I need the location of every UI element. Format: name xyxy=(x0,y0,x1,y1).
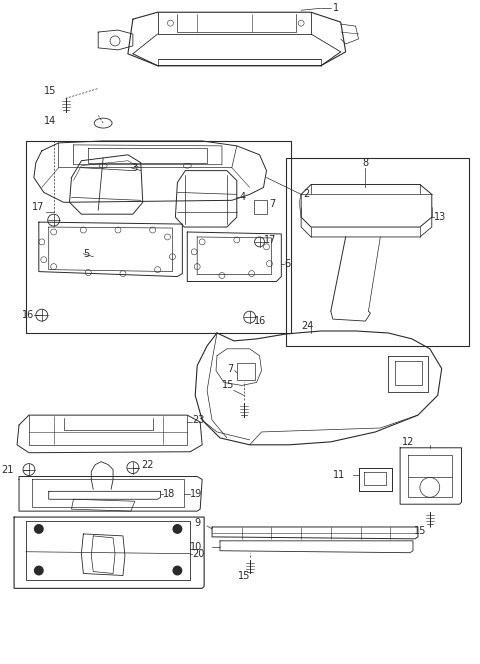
Text: 9: 9 xyxy=(194,518,200,528)
Text: 3: 3 xyxy=(131,163,137,173)
Text: 22: 22 xyxy=(141,459,153,469)
Text: 24: 24 xyxy=(301,321,313,331)
Text: 4: 4 xyxy=(240,193,246,203)
Text: 11: 11 xyxy=(334,469,346,479)
Bar xyxy=(253,201,267,214)
Text: 21: 21 xyxy=(2,465,14,475)
Text: 2: 2 xyxy=(303,189,309,199)
Text: 16: 16 xyxy=(22,310,34,320)
Text: 7: 7 xyxy=(227,364,233,374)
Text: 7: 7 xyxy=(269,199,276,209)
Text: 18: 18 xyxy=(163,489,175,499)
Text: 14: 14 xyxy=(44,116,56,126)
Text: 17: 17 xyxy=(32,203,44,212)
Text: 5: 5 xyxy=(84,249,90,259)
Text: 15: 15 xyxy=(222,380,234,390)
Text: 13: 13 xyxy=(434,212,446,222)
Text: 15: 15 xyxy=(44,86,56,96)
Text: 20: 20 xyxy=(192,548,204,558)
Text: 19: 19 xyxy=(190,489,203,499)
Circle shape xyxy=(172,566,182,576)
Text: 15: 15 xyxy=(414,526,426,536)
Bar xyxy=(286,158,469,346)
Text: 6: 6 xyxy=(284,259,290,269)
Text: 8: 8 xyxy=(362,158,369,168)
Circle shape xyxy=(172,524,182,534)
Text: 1: 1 xyxy=(333,3,339,13)
Bar xyxy=(237,363,254,380)
Text: 17: 17 xyxy=(264,235,276,245)
Circle shape xyxy=(34,524,44,534)
Text: 10: 10 xyxy=(190,542,202,552)
Bar xyxy=(26,141,291,333)
Text: 15: 15 xyxy=(238,572,250,582)
Text: 12: 12 xyxy=(402,437,414,447)
Circle shape xyxy=(34,566,44,576)
Text: 16: 16 xyxy=(253,316,266,326)
Text: 23: 23 xyxy=(192,415,204,425)
